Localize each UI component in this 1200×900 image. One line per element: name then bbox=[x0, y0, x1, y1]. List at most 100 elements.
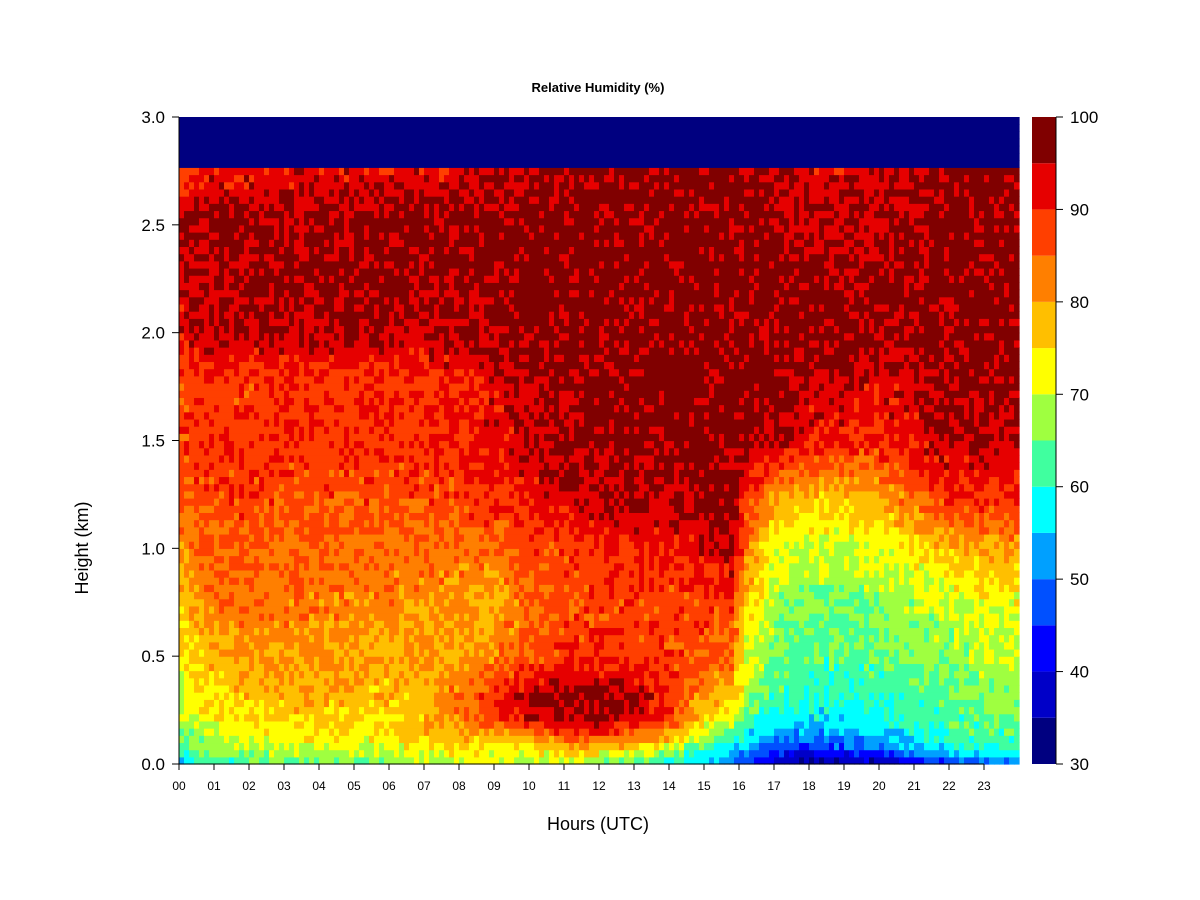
heatmap-cell bbox=[379, 124, 385, 132]
heatmap-cell bbox=[239, 756, 245, 765]
heatmap-cell bbox=[274, 548, 280, 557]
heatmap-cell bbox=[249, 188, 255, 197]
heatmap-cell bbox=[334, 239, 340, 247]
heatmap-cell bbox=[409, 152, 415, 161]
heatmap-cell bbox=[319, 418, 325, 427]
heatmap-cell bbox=[409, 426, 415, 434]
heatmap-cell bbox=[194, 677, 200, 686]
heatmap-cell bbox=[254, 648, 260, 657]
heatmap-cell bbox=[199, 167, 205, 176]
heatmap-cell bbox=[419, 756, 425, 765]
heatmap-cell bbox=[364, 196, 370, 204]
heatmap-cell bbox=[299, 562, 305, 571]
heatmap-cell bbox=[454, 562, 460, 571]
heatmap-cell bbox=[209, 512, 215, 521]
heatmap-cell bbox=[254, 196, 260, 204]
heatmap-cell bbox=[444, 526, 450, 535]
heatmap-cell bbox=[209, 311, 215, 319]
heatmap-cell bbox=[429, 160, 435, 168]
heatmap-cell bbox=[294, 196, 300, 204]
heatmap-cell bbox=[239, 562, 245, 571]
heatmap-cell bbox=[339, 390, 345, 398]
heatmap-cell bbox=[204, 541, 210, 549]
heatmap-cell bbox=[354, 145, 360, 154]
heatmap-cell bbox=[394, 699, 400, 708]
heatmap-cell bbox=[279, 145, 285, 154]
heatmap-cell bbox=[314, 253, 320, 262]
heatmap-cell bbox=[394, 742, 400, 751]
heatmap-cell bbox=[189, 735, 195, 744]
heatmap-cell bbox=[329, 469, 335, 478]
heatmap-cell bbox=[404, 361, 410, 370]
heatmap-cell bbox=[269, 526, 275, 535]
heatmap-cell bbox=[449, 476, 455, 485]
heatmap-cell bbox=[179, 720, 185, 729]
heatmap-cell bbox=[449, 498, 455, 506]
heatmap-cell bbox=[294, 713, 300, 722]
heatmap-cell bbox=[294, 418, 300, 427]
heatmap-cell bbox=[434, 433, 440, 442]
heatmap-cell bbox=[259, 641, 265, 650]
heatmap-cell bbox=[399, 490, 405, 499]
heatmap-cell bbox=[214, 505, 220, 513]
heatmap-cell bbox=[409, 160, 415, 168]
heatmap-cell bbox=[224, 620, 230, 629]
heatmap-cell bbox=[234, 210, 240, 219]
heatmap-cell bbox=[384, 706, 390, 715]
heatmap-cell bbox=[309, 239, 315, 247]
heatmap-cell bbox=[214, 584, 220, 593]
heatmap-cell bbox=[424, 440, 430, 449]
heatmap-cell bbox=[329, 454, 335, 463]
heatmap-cell bbox=[249, 368, 255, 377]
heatmap-cell bbox=[359, 253, 365, 262]
heatmap-cell bbox=[189, 131, 195, 140]
heatmap-cell bbox=[454, 476, 460, 485]
heatmap-cell bbox=[229, 311, 235, 319]
heatmap-cell bbox=[439, 253, 445, 262]
heatmap-cell bbox=[364, 375, 370, 384]
heatmap-cell bbox=[424, 426, 430, 434]
heatmap-cell bbox=[254, 433, 260, 442]
heatmap-cell bbox=[394, 498, 400, 506]
heatmap-cell bbox=[279, 526, 285, 535]
heatmap-cell bbox=[354, 382, 360, 391]
heatmap-cell bbox=[354, 548, 360, 557]
heatmap-cell bbox=[184, 641, 190, 650]
heatmap-cell bbox=[299, 181, 305, 190]
heatmap-cell bbox=[244, 476, 250, 485]
heatmap-cell bbox=[309, 483, 315, 492]
heatmap-cell bbox=[274, 339, 280, 348]
heatmap-cell bbox=[304, 684, 310, 693]
heatmap-cell bbox=[189, 584, 195, 593]
heatmap-cell bbox=[219, 476, 225, 485]
heatmap-cell bbox=[294, 440, 300, 449]
heatmap-cell bbox=[194, 397, 200, 406]
heatmap-cell bbox=[199, 706, 205, 715]
heatmap-cell bbox=[289, 224, 295, 233]
heatmap-cell bbox=[379, 397, 385, 406]
heatmap-cell bbox=[314, 526, 320, 535]
heatmap-cell bbox=[209, 720, 215, 729]
heatmap-cell bbox=[229, 354, 235, 363]
heatmap-cell bbox=[369, 411, 375, 420]
heatmap-cell bbox=[319, 217, 325, 226]
heatmap-cell bbox=[374, 526, 380, 535]
heatmap-cell bbox=[314, 217, 320, 226]
heatmap-cell bbox=[429, 426, 435, 434]
heatmap-cell bbox=[344, 325, 350, 334]
heatmap-cell bbox=[194, 728, 200, 736]
heatmap-cell bbox=[269, 347, 275, 355]
heatmap-cell bbox=[444, 217, 450, 226]
heatmap-cell bbox=[384, 117, 390, 125]
heatmap-cell bbox=[314, 267, 320, 276]
heatmap-cell bbox=[194, 246, 200, 255]
heatmap-cell bbox=[454, 713, 460, 722]
heatmap-cell bbox=[264, 519, 270, 528]
heatmap-cell bbox=[364, 267, 370, 276]
heatmap-cell bbox=[244, 663, 250, 672]
heatmap-cell bbox=[294, 756, 300, 765]
heatmap-cell bbox=[214, 289, 220, 298]
heatmap-cell bbox=[304, 577, 310, 585]
heatmap-cell bbox=[314, 620, 320, 629]
heatmap-cell bbox=[324, 217, 330, 226]
